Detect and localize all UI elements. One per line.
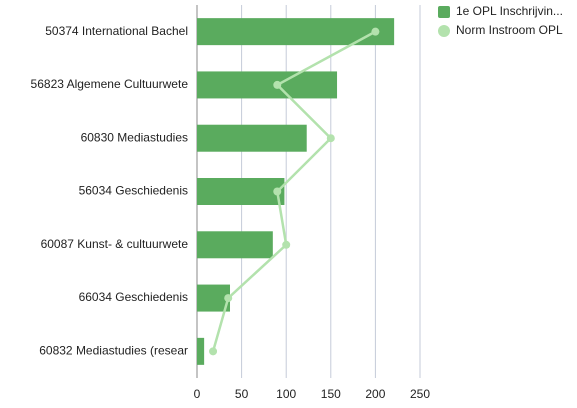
point — [326, 134, 335, 143]
bar — [197, 231, 273, 259]
x-tick-label: 200 — [365, 387, 385, 401]
point — [209, 347, 218, 356]
bar — [197, 18, 395, 46]
x-tick-label: 250 — [410, 387, 430, 401]
y-tick-label: 60830 Mediastudies — [81, 130, 188, 144]
legend-label: 1e OPL Inschrijvin... — [456, 4, 563, 18]
bar — [197, 71, 338, 99]
x-tick-label: 150 — [321, 387, 341, 401]
x-tick-label: 50 — [235, 387, 249, 401]
point — [273, 187, 282, 196]
point — [273, 80, 282, 89]
bar — [197, 124, 307, 152]
point — [371, 27, 380, 36]
y-tick-label: 66034 Geschiedenis — [79, 290, 188, 304]
y-tick-label: 50374 International Bachel — [45, 24, 188, 38]
x-tick-label: 0 — [194, 387, 201, 401]
bar — [197, 178, 285, 205]
point — [282, 240, 291, 249]
y-tick-label: 60087 Kunst- & cultuurwete — [41, 237, 189, 251]
y-tick-label: 56823 Algemene Cultuurwete — [31, 77, 189, 91]
legend-swatch — [438, 25, 450, 37]
bar — [197, 337, 205, 365]
x-tick-label: 100 — [276, 387, 296, 401]
y-tick-label: 60832 Mediastudies (resear — [39, 344, 188, 358]
legend-label: Norm Instroom OPL — [456, 23, 563, 37]
legend-swatch — [438, 6, 450, 18]
point — [224, 294, 233, 303]
y-tick-label: 56034 Geschiedenis — [79, 184, 188, 198]
